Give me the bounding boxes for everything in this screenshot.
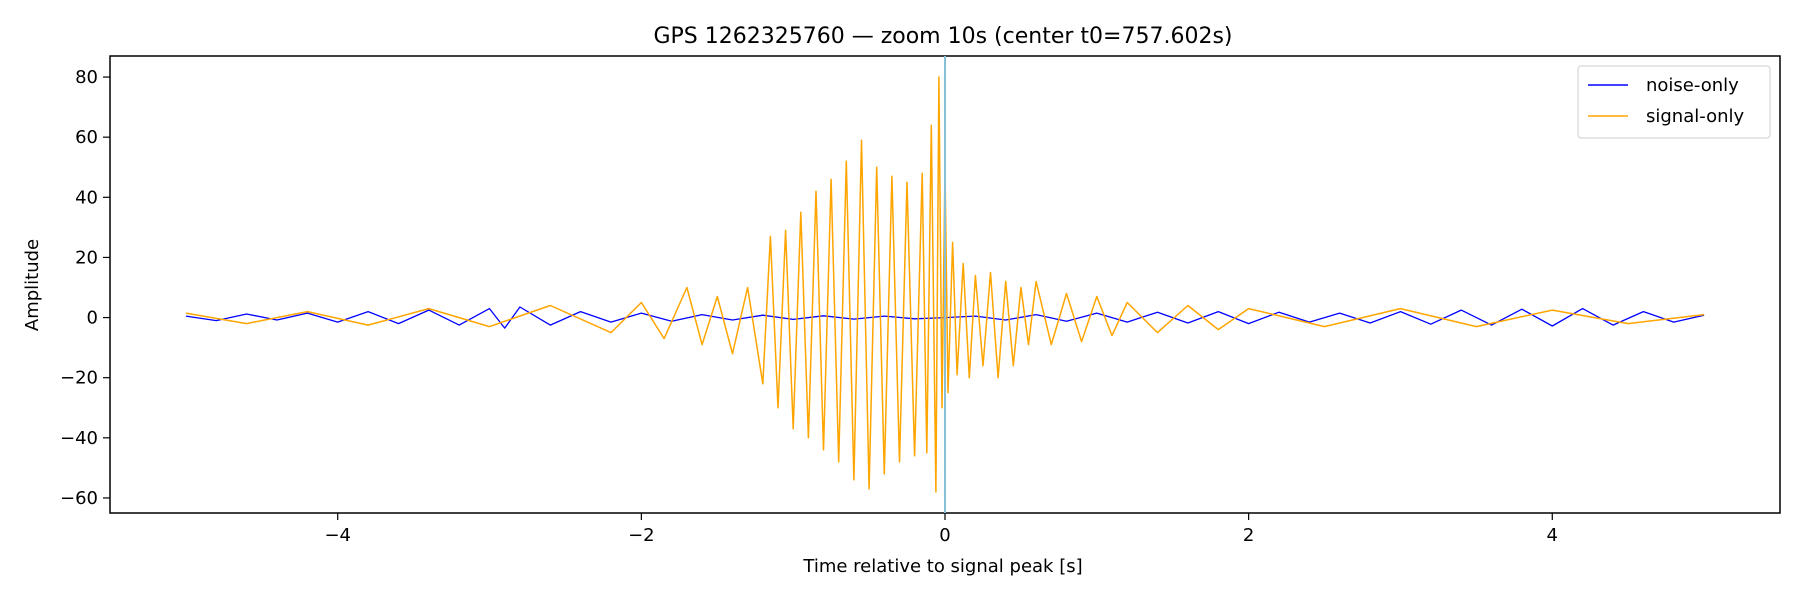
y-tick-label: 0 xyxy=(87,308,98,329)
legend-label-signal: signal-only xyxy=(1646,106,1744,127)
legend: noise-only signal-only xyxy=(1577,65,1771,139)
series-line-noise-only xyxy=(185,306,1705,329)
x-axis-label: Time relative to signal peak [s] xyxy=(802,556,1082,577)
y-axis-label: Amplitude xyxy=(22,239,43,331)
y-tick-label: −60 xyxy=(60,488,98,509)
y-tick-label: 40 xyxy=(75,187,98,208)
y-tick-label: −40 xyxy=(60,428,98,449)
x-tick-label: 4 xyxy=(1547,525,1558,546)
chart-title: GPS 1262325760 — zoom 10s (center t0=757… xyxy=(653,24,1232,49)
series-layer xyxy=(185,76,1705,493)
x-tick-label: −4 xyxy=(324,525,351,546)
x-tick-label: −2 xyxy=(628,525,655,546)
x-axis: −4 −2 0 2 4 xyxy=(324,513,1558,546)
y-tick-label: 20 xyxy=(75,247,98,268)
series-line-signal-only xyxy=(185,76,1705,493)
y-tick-label: −20 xyxy=(60,368,98,389)
x-tick-label: 0 xyxy=(939,525,950,546)
y-axis: −60 −40 −20 0 20 40 60 80 xyxy=(60,67,110,509)
x-tick-label: 2 xyxy=(1243,525,1254,546)
y-tick-label: 60 xyxy=(75,127,98,148)
legend-label-noise: noise-only xyxy=(1646,75,1739,96)
y-tick-label: 80 xyxy=(75,67,98,88)
